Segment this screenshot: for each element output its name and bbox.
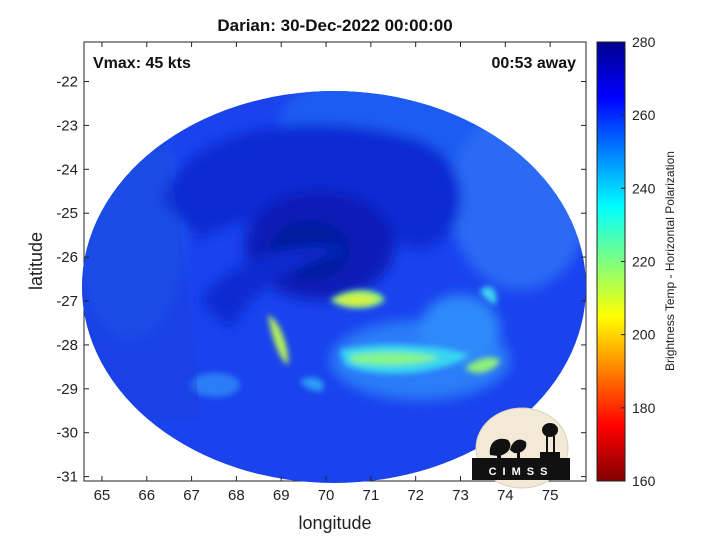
- y-tick-label: -28: [56, 337, 78, 354]
- time-offset-label: 00:53 away: [491, 55, 576, 72]
- y-tick-label: -27: [56, 293, 78, 310]
- colorbar-tick-label: 260: [632, 107, 656, 123]
- x-tick-label: 69: [273, 487, 290, 504]
- colorbar-tick-label: 160: [632, 473, 656, 489]
- colorbar-tick-label: 220: [632, 254, 656, 270]
- x-tick-label: 65: [94, 487, 111, 504]
- vmax-label: Vmax: 45 kts: [93, 55, 191, 72]
- colorbar: [596, 41, 626, 482]
- colorbar-tick-label: 240: [632, 180, 656, 196]
- x-tick-label: 73: [452, 487, 469, 504]
- y-axis: -22 -23 -24 -25 -26 -27 -28 -29 -30 -31: [56, 74, 586, 486]
- x-tick-label: 75: [542, 487, 559, 504]
- y-tick-label: -29: [56, 381, 78, 398]
- x-tick-label: 71: [363, 487, 380, 504]
- colorbar-ticks: 160 180 200 220 240 260 280: [621, 34, 656, 489]
- x-tick-label: 67: [183, 487, 200, 504]
- x-axis-label: longitude: [298, 513, 371, 533]
- y-axis-label: latitude: [26, 232, 46, 290]
- colorbar-tick-label: 180: [632, 400, 656, 416]
- colorbar-tick-label: 280: [632, 34, 656, 50]
- y-tick-label: -25: [56, 205, 78, 222]
- x-tick-label: 72: [407, 487, 424, 504]
- x-tick-label: 66: [138, 487, 155, 504]
- logo-text: CIMSS: [489, 466, 554, 478]
- colorbar-tick-label: 200: [632, 327, 656, 343]
- chart-title: Darian: 30-Dec-2022 00:00:00: [217, 16, 452, 35]
- x-tick-label: 68: [228, 487, 245, 504]
- y-tick-label: -31: [56, 469, 78, 486]
- x-axis: 65 66 67 68 69 70 71 72 73 74 75: [94, 42, 559, 504]
- y-tick-label: -24: [56, 161, 78, 178]
- x-tick-label: 70: [318, 487, 335, 504]
- y-tick-label: -30: [56, 425, 78, 442]
- y-tick-label: -23: [56, 117, 78, 134]
- cimss-logo: CIMSS: [472, 407, 570, 489]
- x-tick-label: 74: [497, 487, 514, 504]
- colorbar-label: Brightness Temp - Horizontal Polarizatio…: [663, 151, 677, 371]
- y-tick-label: -26: [56, 249, 78, 266]
- y-tick-label: -22: [56, 74, 78, 91]
